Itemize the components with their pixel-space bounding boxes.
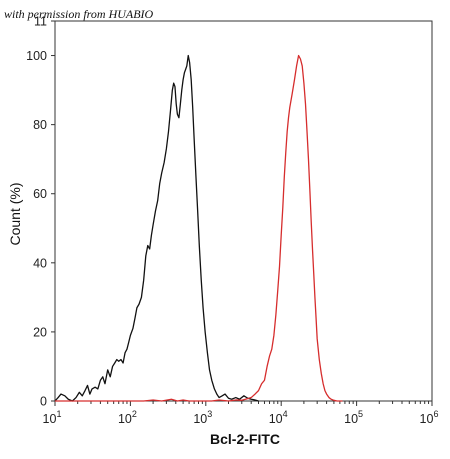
series-group [54, 54, 343, 402]
x-axis-title: Bcl-2-FITC [210, 431, 280, 447]
x-axis: 101 102 103 104 105 106 [43, 401, 439, 426]
x-tick-label: 101 [43, 409, 62, 426]
x-tick-label: 105 [344, 409, 363, 426]
watermark-text: with permission from HUABIO [4, 7, 154, 21]
y-tick-label: 40 [33, 256, 47, 270]
y-tick-label: 60 [33, 187, 47, 201]
y-tick-label: 80 [33, 118, 47, 132]
series-line-red [55, 54, 343, 402]
y-tick-label: 11 [34, 15, 47, 29]
x-tick-label: 104 [269, 409, 288, 426]
x-tick-label: 103 [193, 409, 212, 426]
x-tick-label: 102 [118, 409, 137, 426]
y-tick-label: 0 [40, 395, 47, 409]
y-axis: 0 20 40 60 80 100 11 [26, 15, 55, 409]
y-axis-title: Count (%) [7, 182, 23, 245]
x-tick-label: 106 [420, 409, 439, 426]
plot-frame [54, 20, 433, 402]
series-line-black [54, 54, 259, 402]
y-tick-label: 100 [26, 49, 47, 63]
y-tick-label: 20 [33, 325, 47, 339]
